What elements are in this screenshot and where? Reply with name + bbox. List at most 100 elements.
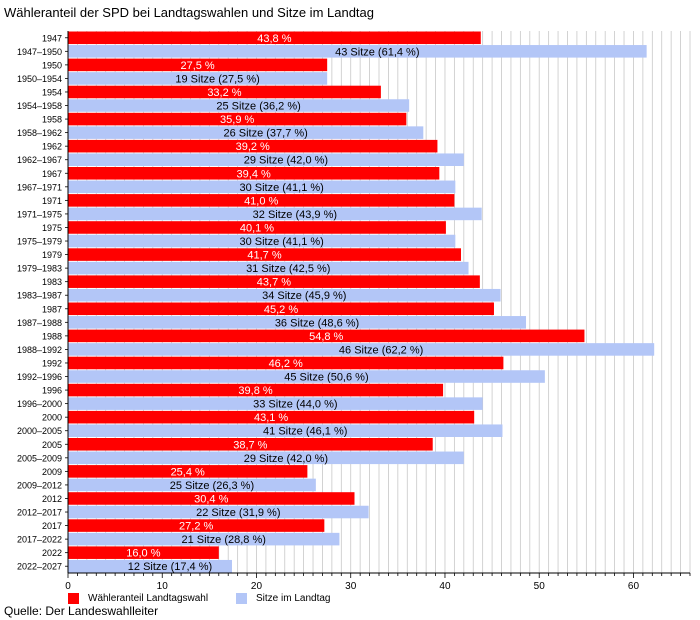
category-label: 2009–2012 <box>17 480 62 490</box>
category-label: 1975 <box>42 223 62 233</box>
vote-share-bar <box>68 58 328 72</box>
category-label: 2017 <box>42 521 62 531</box>
vote-share-bar <box>68 167 440 180</box>
seat-share-label: 43 Sitze (61,4 %) <box>335 46 419 58</box>
seat-share-label: 31 Sitze (42,5 %) <box>246 263 330 275</box>
category-label: 1950–1954 <box>17 74 62 84</box>
category-label: 1988–1992 <box>17 345 62 355</box>
category-label: 1987 <box>42 304 62 314</box>
vote-share-label: 43,8 % <box>257 33 291 45</box>
vote-share-bar <box>68 329 585 343</box>
seat-share-bar <box>68 153 464 166</box>
category-label: 1971–1975 <box>17 209 62 219</box>
vote-share-label: 30,4 % <box>194 493 228 505</box>
x-tick-label: 40 <box>439 581 451 592</box>
vote-share-label: 43,1 % <box>254 412 288 424</box>
category-label: 1967 <box>42 169 62 179</box>
vote-share-bar <box>68 275 480 288</box>
seat-share-bar <box>68 451 464 465</box>
vote-share-bar <box>68 410 475 424</box>
seat-share-label: 25 Sitze (36,2 %) <box>216 101 300 113</box>
seat-share-label: 32 Sitze (43,9 %) <box>253 209 337 221</box>
seat-share-bar <box>68 180 456 194</box>
vote-share-bar <box>68 85 381 99</box>
x-tick-label: 10 <box>157 581 169 592</box>
seat-share-label: 36 Sitze (48,6 %) <box>275 317 359 329</box>
vote-share-label: 39,4 % <box>237 168 271 180</box>
category-label: 1954 <box>42 87 62 97</box>
category-label: 2012–2017 <box>17 508 62 518</box>
axes: 1947 1947–1950 1950 1950–1954 1954 1954–1958 1… <box>17 31 691 592</box>
source-note: Quelle: Der Landeswahlleiter <box>4 604 159 618</box>
category-label: 2022 <box>42 548 62 558</box>
legend-swatch-seat-share <box>236 593 247 604</box>
vote-share-label: 39,8 % <box>238 385 272 397</box>
category-label: 2000–2005 <box>17 426 62 436</box>
category-label: 1947–1950 <box>17 47 62 57</box>
category-label: 2005–2009 <box>17 453 62 463</box>
seat-share-label: 46 Sitze (62,2 %) <box>339 344 423 356</box>
category-label: 2012 <box>42 494 62 504</box>
vote-share-label: 27,5 % <box>180 60 214 72</box>
legend-label-vote-share: Wähleranteil Landtagswahl <box>88 593 209 604</box>
vote-share-bar <box>68 519 325 532</box>
category-label: 1967–1971 <box>17 182 62 192</box>
vote-share-label: 33,2 % <box>207 87 241 99</box>
category-label: 1996–2000 <box>17 399 62 409</box>
category-label: 1979–1983 <box>17 264 62 274</box>
category-label: 1962 <box>42 142 62 152</box>
seat-share-bar <box>68 288 501 302</box>
category-label: 1992–1996 <box>17 372 62 382</box>
seat-share-label: 45 Sitze (50,6 %) <box>284 372 368 384</box>
vote-share-bar <box>68 302 494 316</box>
category-label: 1979 <box>42 250 62 260</box>
seat-share-label: 30 Sitze (41,1 %) <box>239 182 323 194</box>
category-label: 1988 <box>42 331 62 341</box>
vote-share-bar <box>68 31 481 45</box>
seat-share-label: 41 Sitze (46,1 %) <box>263 426 347 438</box>
seat-share-label: 12 Sitze (17,4 %) <box>128 561 212 573</box>
seat-share-label: 33 Sitze (44,0 %) <box>253 399 337 411</box>
vote-share-label: 16,0 % <box>126 548 160 560</box>
x-tick-label: 60 <box>628 581 640 592</box>
seat-share-bar <box>68 99 410 112</box>
x-tick-label: 30 <box>345 581 357 592</box>
seat-share-bar <box>68 343 655 356</box>
vote-share-label: 35,9 % <box>220 114 254 126</box>
category-label: 2009 <box>42 467 62 477</box>
category-label: 1971 <box>42 196 62 206</box>
grid-lines <box>67 31 691 573</box>
category-label: 1950 <box>42 60 62 70</box>
vote-share-label: 41,0 % <box>244 195 278 207</box>
category-label: 1996 <box>42 386 62 396</box>
category-label: 1992 <box>42 358 62 368</box>
vote-share-bar <box>68 465 308 478</box>
category-label: 1975–1979 <box>17 237 62 247</box>
vote-share-bar <box>68 221 446 234</box>
x-tick-label: 50 <box>534 581 546 592</box>
vote-share-label: 39,2 % <box>236 141 270 153</box>
category-label: 1987–1988 <box>17 318 62 328</box>
seat-share-bar <box>68 397 483 410</box>
vote-share-label: 54,8 % <box>309 331 343 343</box>
vote-share-label: 40,1 % <box>240 222 274 234</box>
seat-share-label: 22 Sitze (31,9 %) <box>196 507 280 519</box>
seat-share-bar <box>68 45 647 58</box>
seat-share-bar <box>68 559 232 573</box>
vote-share-bar <box>68 194 455 207</box>
x-tick-label: 20 <box>251 581 263 592</box>
vote-share-bar <box>68 139 438 153</box>
legend-swatch-vote-share <box>68 593 79 604</box>
vote-share-bar <box>68 492 355 505</box>
category-label: 2000 <box>42 413 62 423</box>
vote-share-label: 27,2 % <box>179 521 213 533</box>
vote-share-bar <box>68 546 219 559</box>
chart-title: Wähleranteil der SPD bei Landtagswahlen … <box>4 5 375 20</box>
seat-share-label: 34 Sitze (45,9 %) <box>262 290 346 302</box>
seat-share-label: 29 Sitze (42,0 %) <box>244 453 328 465</box>
seat-share-bar <box>68 261 469 275</box>
seat-share-bar <box>68 316 527 329</box>
seat-share-bar <box>68 505 369 519</box>
vote-share-bar <box>68 383 444 397</box>
